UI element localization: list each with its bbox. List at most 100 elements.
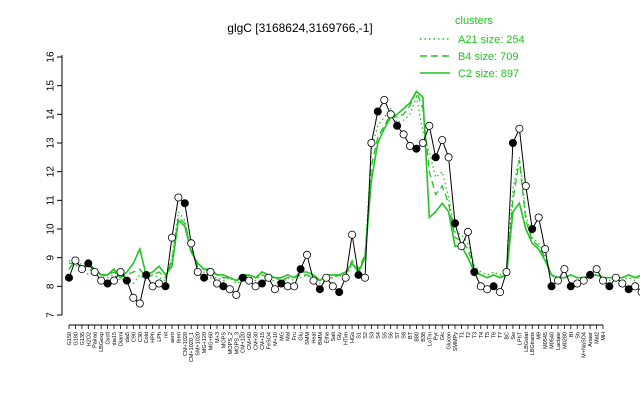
x-tick-label: Fru	[292, 332, 298, 340]
data-point	[399, 130, 408, 139]
data-point	[245, 276, 254, 285]
x-tick-label: LPhT	[517, 331, 523, 345]
x-tick-label: S6	[389, 332, 395, 339]
data-point	[496, 288, 505, 297]
data-point	[611, 273, 620, 282]
data-point	[502, 267, 511, 276]
x-tick-label: T5	[485, 332, 491, 338]
data-point	[573, 279, 582, 288]
x-tick-label: T3	[472, 332, 478, 338]
y-tick-label: 8	[46, 283, 57, 289]
x-tick-label: Lactate	[556, 332, 562, 350]
x-tick-label: nit	[164, 332, 170, 338]
x-tick-label: Heat	[311, 332, 317, 344]
data-point	[515, 124, 524, 133]
x-tick-label: S3	[369, 332, 375, 339]
x-tick-label: Pairaq	[93, 332, 99, 348]
data-point	[90, 267, 99, 276]
x-tick-label: T4	[479, 332, 485, 338]
x-tick-label: BMM	[318, 332, 324, 345]
legend: clusters A21 size: 254 B4 size: 709 C2 siz…	[420, 15, 525, 80]
legend-title: clusters	[455, 15, 493, 27]
data-point	[547, 282, 556, 291]
data-point	[341, 273, 350, 282]
x-tick-label: CM+60	[247, 332, 253, 350]
y-tick-label: 14	[46, 108, 57, 120]
data-point	[354, 270, 363, 279]
data-point	[605, 282, 614, 291]
data-point	[264, 273, 273, 282]
x-tick-label: Etha	[324, 331, 330, 343]
x-tick-label: Pyr	[434, 332, 440, 340]
x-tick-label: LoTm	[427, 332, 433, 346]
data-point	[457, 242, 466, 251]
x-tick-label: Mal	[286, 332, 292, 341]
x-tick-label: HTim	[344, 332, 350, 345]
data-point	[386, 110, 395, 119]
series-line	[68, 98, 640, 305]
data-point	[206, 267, 215, 276]
y-tick-label: 15	[46, 80, 57, 92]
y-tick-label: 7	[46, 312, 57, 318]
data-point	[232, 290, 241, 299]
x-tick-label: C30	[138, 332, 144, 342]
data-point	[110, 276, 119, 285]
x-tick-label: B38	[421, 332, 427, 342]
x-tick-label: S8	[402, 332, 408, 339]
x-tick-label: MH	[601, 332, 607, 341]
x-tick-label: B80	[414, 332, 420, 342]
data-point	[579, 276, 588, 285]
y-tick-label: 10	[46, 223, 57, 235]
x-tick-label: T6	[492, 332, 498, 338]
x-tick-label: BI	[569, 332, 575, 338]
data-point	[541, 245, 550, 254]
x-tick-label: Salt	[331, 332, 337, 342]
data-point	[463, 227, 472, 236]
data-point	[360, 273, 369, 282]
data-point	[65, 273, 74, 282]
data-point	[599, 276, 608, 285]
data-point	[425, 121, 434, 130]
x-tick-label: CM+15	[260, 332, 266, 350]
x-tick-label: M0545	[543, 332, 549, 349]
data-point	[225, 285, 234, 294]
x-tick-label: Sw	[511, 332, 517, 340]
data-point	[624, 285, 633, 294]
legend-entries: A21 size: 254 B4 size: 709 C2 size: 897	[420, 34, 525, 80]
x-tick-label: ferm	[176, 332, 182, 343]
x-tick-label: S7	[395, 332, 401, 339]
data-point	[257, 279, 266, 288]
x-tick-label: SM+1020	[196, 332, 202, 356]
x-tick-label: SMMPy	[453, 332, 459, 352]
x-tick-label: Glucon	[447, 332, 453, 349]
data-point	[554, 276, 563, 285]
data-point	[71, 256, 80, 265]
data-point	[592, 265, 601, 274]
x-tick-label: S1	[357, 332, 363, 339]
data-point	[142, 270, 151, 279]
data-point	[315, 285, 324, 294]
data-point	[418, 138, 427, 147]
x-tick-label: Mal2	[595, 332, 601, 344]
legend-label: C2 size: 897	[458, 68, 519, 80]
x-tick-label: MG	[279, 332, 285, 341]
data-point	[180, 199, 189, 208]
data-point	[483, 285, 492, 294]
data-point	[470, 267, 479, 276]
x-tick-label: CM+30	[254, 332, 260, 350]
x-tick-label: M+10	[273, 332, 279, 346]
data-point	[380, 96, 389, 105]
x-tick-label: FeSO4	[266, 332, 272, 349]
data-point	[161, 282, 170, 291]
data-point	[200, 273, 209, 282]
legend-label: B4 size: 709	[458, 51, 519, 63]
x-tick-label: H2O2	[86, 332, 92, 346]
data-point	[129, 293, 138, 302]
x-tick-label: Sh	[575, 332, 581, 339]
data-point	[450, 219, 459, 228]
x-tick-label: M0540	[550, 332, 556, 349]
x-tick-label: S5	[382, 332, 388, 339]
data-point	[296, 265, 305, 274]
